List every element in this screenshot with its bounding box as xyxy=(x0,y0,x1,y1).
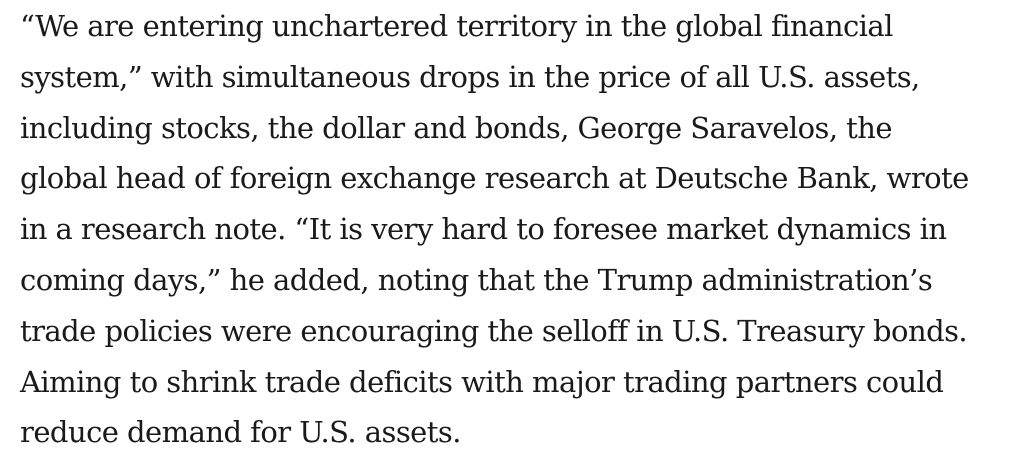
paragraph-line: trade policies were encouraging the sell… xyxy=(20,313,968,348)
paragraph-line: system,” with simultaneous drops in the … xyxy=(20,59,920,94)
paragraph-line: in a research note. “It is very hard to … xyxy=(20,212,947,247)
paragraph-line: reduce demand for U.S. assets. xyxy=(20,415,461,450)
paragraph-line: “We are entering unchartered territory i… xyxy=(20,9,893,43)
paragraph-line: including stocks, the dollar and bonds, … xyxy=(20,110,893,145)
paragraph-line: global head of foreign exchange research… xyxy=(20,161,969,196)
paragraph-line: Aiming to shrink trade deficits with maj… xyxy=(20,364,944,399)
paragraph-line: coming days,” he added, noting that the … xyxy=(20,262,933,297)
article-paragraph: “We are entering unchartered territory i… xyxy=(20,0,1005,457)
